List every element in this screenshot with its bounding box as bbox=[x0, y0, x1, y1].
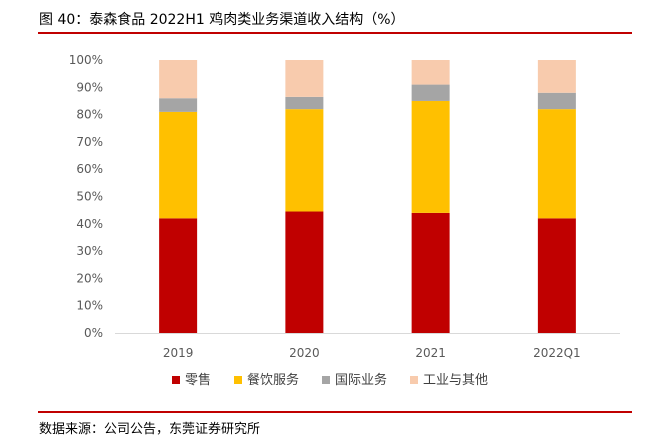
bar-segment bbox=[159, 218, 198, 333]
y-tick-label: 80% bbox=[76, 108, 103, 122]
title-rule bbox=[38, 32, 632, 34]
bar-segment bbox=[285, 96, 324, 110]
y-tick-label: 10% bbox=[76, 299, 103, 313]
y-tick-label: 70% bbox=[76, 135, 103, 149]
legend-swatch bbox=[322, 376, 330, 384]
legend-label: 零售 bbox=[185, 372, 211, 388]
x-tick-label: 2021 bbox=[415, 346, 446, 360]
bar-segment bbox=[537, 92, 576, 110]
legend-swatch bbox=[410, 376, 418, 384]
y-tick-label: 50% bbox=[76, 190, 103, 204]
bar-segment bbox=[411, 212, 450, 333]
bars bbox=[159, 60, 576, 333]
x-tick-label: 2019 bbox=[163, 346, 194, 360]
legend-label: 国际业务 bbox=[335, 372, 387, 388]
x-tick-label: 2020 bbox=[289, 346, 320, 360]
y-tick-label: 20% bbox=[76, 271, 103, 285]
y-tick-label: 30% bbox=[76, 244, 103, 258]
y-tick-label: 0% bbox=[84, 326, 103, 340]
y-tick-label: 90% bbox=[76, 80, 103, 94]
figure-title: 图 40：泰森食品 2022H1 鸡肉类业务渠道收入结构（%） bbox=[39, 12, 405, 28]
legend-label: 餐饮服务 bbox=[247, 372, 299, 388]
bar-segment bbox=[537, 60, 576, 93]
bar-segment bbox=[411, 84, 450, 101]
x-axis-ticks: 2019 2020 2021 2022Q1 bbox=[163, 346, 581, 360]
source-note: 数据来源：公司公告，东莞证券研究所 bbox=[39, 422, 261, 437]
legend-label: 工业与其他 bbox=[423, 373, 488, 388]
bar-segment bbox=[159, 98, 198, 112]
bar-segment bbox=[159, 60, 198, 99]
bar-segment bbox=[537, 218, 576, 333]
bar-segment bbox=[411, 60, 450, 85]
bar-segment bbox=[411, 100, 450, 213]
source-rule bbox=[38, 411, 632, 413]
legend-swatch bbox=[172, 376, 180, 384]
bar-segment bbox=[537, 109, 576, 219]
bar-segment bbox=[285, 211, 324, 333]
bar-segment bbox=[159, 111, 198, 219]
bar-segment bbox=[285, 109, 324, 212]
y-tick-label: 100% bbox=[69, 53, 103, 67]
bar-segment bbox=[285, 60, 324, 97]
x-tick-label: 2022Q1 bbox=[533, 346, 581, 360]
legend: 零售 餐饮服务 国际业务 工业与其他 bbox=[172, 372, 488, 388]
y-tick-label: 60% bbox=[76, 162, 103, 176]
y-tick-label: 40% bbox=[76, 217, 103, 231]
legend-swatch bbox=[234, 376, 242, 384]
y-axis-ticks: 0% 10% 20% 30% 40% 50% 60% 70% 80% 90% 100% bbox=[69, 53, 103, 340]
